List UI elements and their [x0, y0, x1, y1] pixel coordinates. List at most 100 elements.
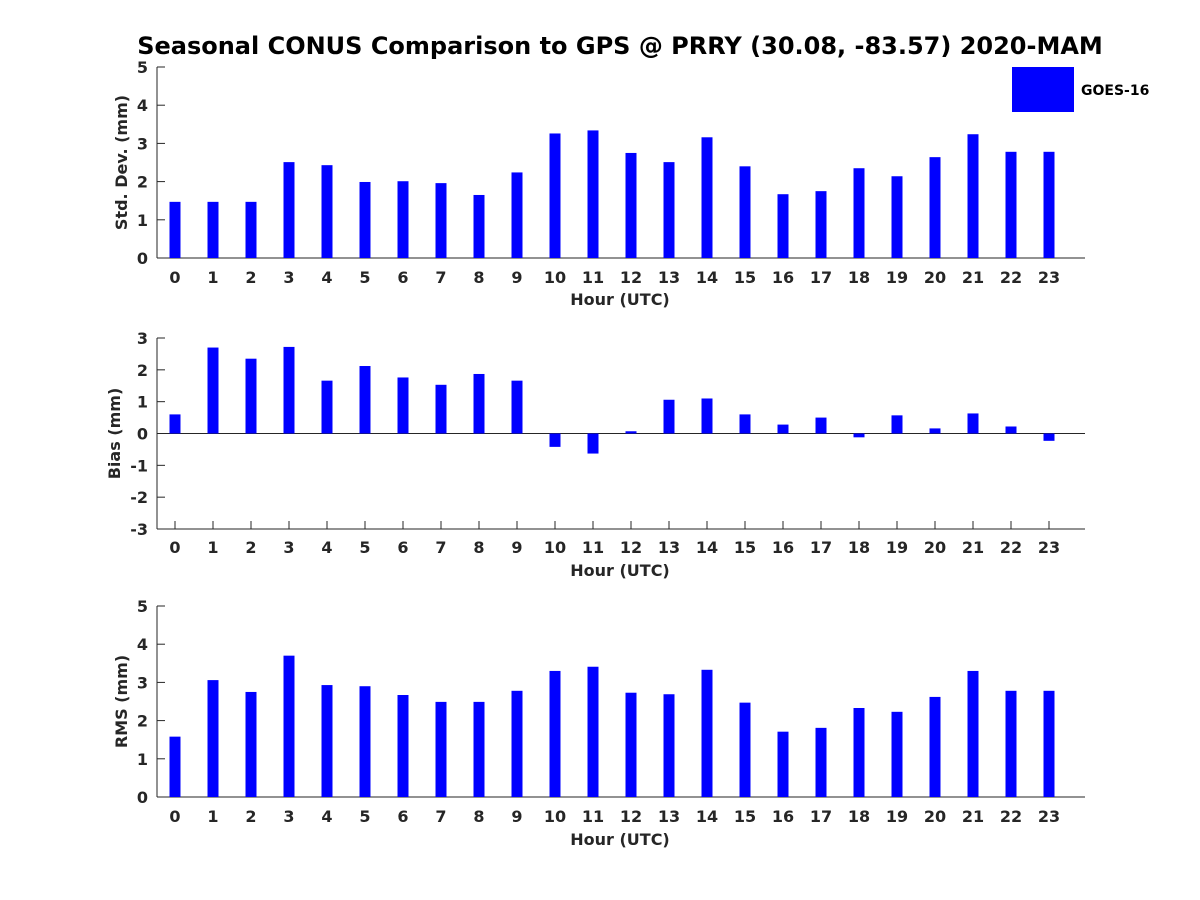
x-tick-label-rms-12: 12 — [620, 807, 642, 826]
bar-bias-9 — [511, 380, 523, 434]
x-axis-label-bias: Hour (UTC) — [570, 561, 670, 580]
x-tick-label-bias-11: 11 — [582, 538, 604, 557]
x-tick-label-bias-14: 14 — [696, 538, 718, 557]
bar-bias-11 — [587, 433, 599, 454]
x-tick-label-rms-11: 11 — [582, 807, 604, 826]
bar-std-3 — [283, 162, 295, 258]
bar-std-14 — [701, 137, 713, 258]
bar-std-20 — [929, 157, 941, 258]
bar-rms-13 — [663, 694, 675, 797]
y-tick-label-bias-4: 1 — [137, 393, 148, 412]
y-tick-label-std-4: 4 — [137, 96, 148, 115]
bar-bias-20 — [929, 428, 941, 434]
x-tick-label-rms-1: 1 — [207, 807, 218, 826]
x-tick-label-bias-8: 8 — [473, 538, 484, 557]
bar-bias-7 — [435, 384, 447, 434]
bar-bias-18 — [853, 433, 865, 438]
legend-swatch-goes16 — [1012, 67, 1074, 112]
x-tick-label-std-14: 14 — [696, 268, 718, 287]
bar-rms-6 — [397, 695, 409, 797]
x-tick-label-bias-7: 7 — [435, 538, 446, 557]
x-tick-label-rms-19: 19 — [886, 807, 908, 826]
x-tick-label-bias-12: 12 — [620, 538, 642, 557]
x-tick-label-std-5: 5 — [359, 268, 370, 287]
y-axis-label-std: Std. Dev. (mm) — [112, 95, 131, 230]
x-tick-label-std-20: 20 — [924, 268, 946, 287]
bar-std-11 — [587, 130, 599, 258]
bar-std-6 — [397, 181, 409, 258]
y-tick-label-rms-5: 5 — [137, 597, 148, 616]
x-tick-label-rms-14: 14 — [696, 807, 718, 826]
x-tick-label-std-13: 13 — [658, 268, 680, 287]
x-tick-label-std-12: 12 — [620, 268, 642, 287]
x-tick-label-std-18: 18 — [848, 268, 870, 287]
bar-std-16 — [777, 194, 789, 258]
x-tick-label-std-8: 8 — [473, 268, 484, 287]
x-tick-label-bias-21: 21 — [962, 538, 984, 557]
bar-std-1 — [207, 201, 219, 258]
bar-rms-1 — [207, 680, 219, 797]
x-tick-label-rms-2: 2 — [245, 807, 256, 826]
bar-rms-17 — [815, 727, 827, 797]
bar-bias-22 — [1005, 426, 1017, 434]
x-tick-label-bias-23: 23 — [1038, 538, 1060, 557]
bar-std-23 — [1043, 151, 1055, 258]
x-tick-label-rms-13: 13 — [658, 807, 680, 826]
x-tick-label-rms-9: 9 — [511, 807, 522, 826]
bar-rms-23 — [1043, 690, 1055, 797]
x-tick-label-rms-3: 3 — [283, 807, 294, 826]
legend: GOES-16 — [1012, 67, 1149, 112]
x-tick-label-rms-10: 10 — [544, 807, 566, 826]
x-tick-label-bias-4: 4 — [321, 538, 332, 557]
bar-bias-3 — [283, 346, 295, 434]
bar-std-0 — [169, 201, 181, 258]
y-tick-label-rms-0: 0 — [137, 788, 148, 807]
x-tick-label-rms-20: 20 — [924, 807, 946, 826]
x-tick-label-std-7: 7 — [435, 268, 446, 287]
y-tick-label-bias-5: 2 — [137, 361, 148, 380]
y-tick-label-rms-2: 2 — [137, 712, 148, 731]
x-tick-label-std-11: 11 — [582, 268, 604, 287]
bar-bias-23 — [1043, 433, 1055, 441]
bar-bias-5 — [359, 366, 371, 434]
x-tick-label-rms-23: 23 — [1038, 807, 1060, 826]
x-tick-label-rms-5: 5 — [359, 807, 370, 826]
x-tick-label-std-2: 2 — [245, 268, 256, 287]
x-tick-label-rms-15: 15 — [734, 807, 756, 826]
bar-bias-15 — [739, 414, 751, 434]
x-tick-label-std-15: 15 — [734, 268, 756, 287]
bar-std-22 — [1005, 151, 1017, 258]
bar-std-8 — [473, 194, 485, 258]
bar-std-13 — [663, 162, 675, 258]
x-axis-label-rms: Hour (UTC) — [570, 830, 670, 849]
bar-rms-12 — [625, 692, 637, 797]
bar-bias-12 — [625, 431, 637, 434]
bar-bias-6 — [397, 377, 409, 434]
bar-bias-10 — [549, 433, 561, 447]
y-tick-label-std-5: 5 — [137, 58, 148, 77]
bar-rms-20 — [929, 696, 941, 797]
bar-std-21 — [967, 134, 979, 258]
x-tick-label-bias-19: 19 — [886, 538, 908, 557]
y-tick-label-bias-6: 3 — [137, 329, 148, 348]
x-tick-label-rms-16: 16 — [772, 807, 794, 826]
bar-rms-8 — [473, 701, 485, 797]
bar-rms-11 — [587, 666, 599, 797]
y-tick-label-std-1: 1 — [137, 211, 148, 230]
x-tick-label-rms-18: 18 — [848, 807, 870, 826]
x-tick-label-std-1: 1 — [207, 268, 218, 287]
bar-rms-18 — [853, 707, 865, 797]
y-tick-label-rms-4: 4 — [137, 635, 148, 654]
y-tick-label-rms-3: 3 — [137, 673, 148, 692]
bar-std-2 — [245, 201, 257, 258]
bar-bias-8 — [473, 373, 485, 434]
bar-bias-4 — [321, 380, 333, 434]
x-tick-label-rms-0: 0 — [169, 807, 180, 826]
x-tick-label-bias-2: 2 — [245, 538, 256, 557]
x-tick-label-rms-8: 8 — [473, 807, 484, 826]
bar-std-12 — [625, 152, 637, 258]
